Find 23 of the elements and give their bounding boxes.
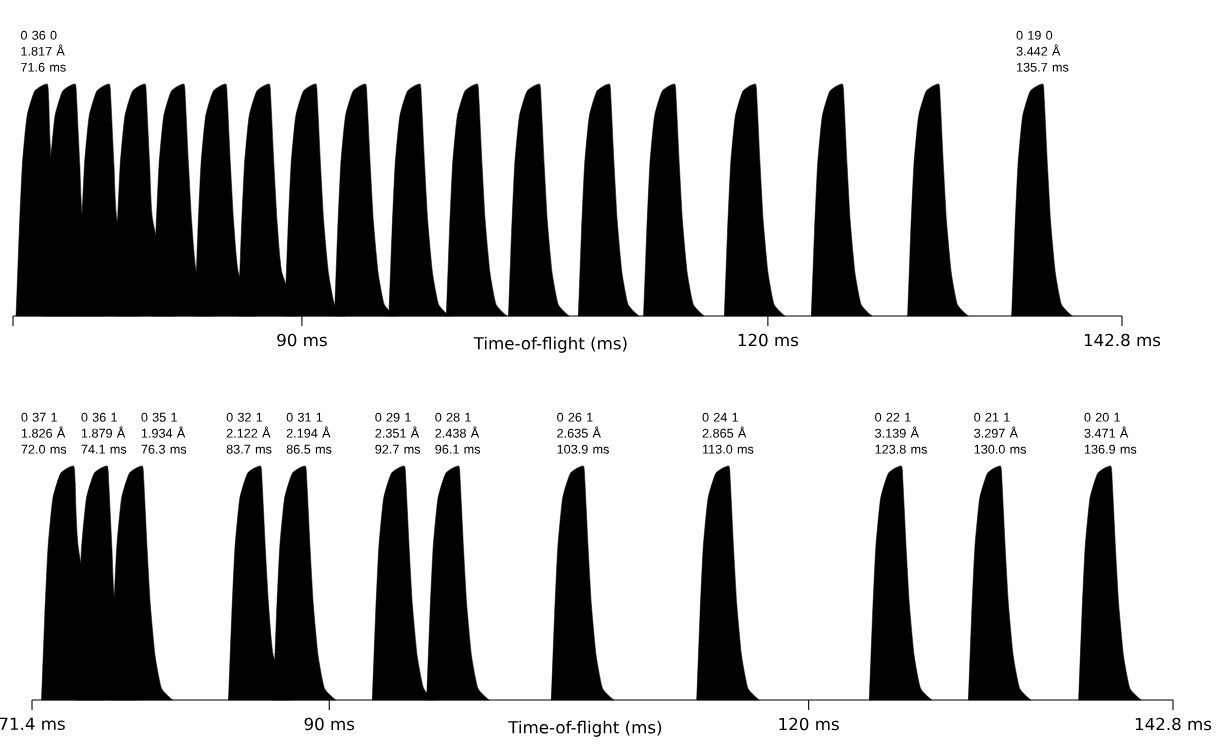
annotation: 0 26 1 2.635 Å 103.9 ms bbox=[557, 412, 609, 454]
x-tick-label: 120 ms bbox=[779, 717, 839, 731]
x-axis-title: Time-of-flight (ms) bbox=[473, 336, 627, 353]
x-tick-label: 120 ms bbox=[738, 333, 799, 347]
annotation: 0 35 1 1.934 Å 76.3 ms bbox=[141, 412, 187, 454]
annotation: 0 36 1 1.879 Å 74.1 ms bbox=[81, 412, 127, 454]
annotation: 0 29 1 2.351 Å 92.7 ms bbox=[375, 412, 421, 454]
annotation: 0 28 1 2.438 Å 96.1 ms bbox=[435, 412, 481, 454]
x-tick-label: 71.4 ms bbox=[0, 717, 65, 731]
x-tick-label: 142.8 ms bbox=[1135, 717, 1212, 731]
x-tick-label: 142.8 ms bbox=[1084, 333, 1161, 347]
annotation: 0 19 0 3.442 Å 135.7 ms bbox=[1016, 30, 1069, 72]
x-tick-label: 90 ms bbox=[304, 717, 355, 731]
x-tick-label: 90 ms bbox=[277, 333, 327, 347]
annotation: 0 22 1 3.139 Å 123.8 ms bbox=[875, 412, 927, 454]
annotation: 0 24 1 2.865 Å 113.0 ms bbox=[702, 412, 754, 454]
annotation: 0 37 1 1.826 Å 72.0 ms bbox=[21, 412, 67, 454]
annotation: 0 32 1 2.122 Å 83.7 ms bbox=[226, 412, 272, 454]
annotation: 0 31 1 2.194 Å 86.5 ms bbox=[286, 412, 332, 454]
annotation: 0 21 1 3.297 Å 130.0 ms bbox=[974, 412, 1027, 454]
annotation: 0 20 1 3.471 Å 136.9 ms bbox=[1084, 412, 1137, 454]
annotation: 0 36 0 1.817 Å 71.6 ms bbox=[20, 30, 66, 72]
x-axis-title: Time-of-flight (ms) bbox=[508, 720, 662, 737]
